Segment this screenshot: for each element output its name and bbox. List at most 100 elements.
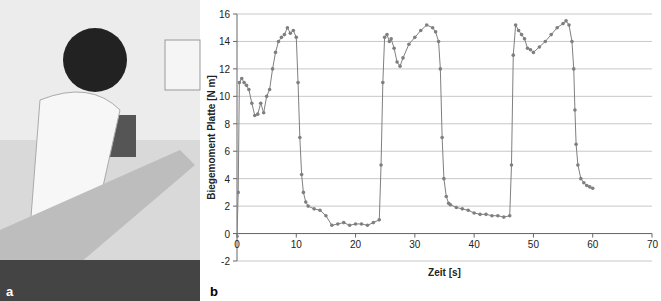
data-point — [348, 224, 352, 228]
grid-line — [237, 96, 652, 97]
data-point — [511, 53, 515, 57]
data-point — [564, 19, 568, 23]
data-point — [439, 67, 443, 71]
grid-line — [237, 151, 652, 152]
data-point — [538, 45, 542, 49]
y-tick — [233, 14, 237, 15]
data-point — [455, 206, 459, 210]
data-point — [529, 48, 533, 52]
data-point — [434, 30, 438, 34]
data-point — [256, 112, 260, 116]
data-point — [294, 36, 298, 40]
y-tick — [233, 206, 237, 207]
data-point — [401, 56, 405, 60]
data-point — [360, 222, 364, 226]
data-point — [490, 214, 494, 218]
y-tick-label: 12 — [219, 64, 231, 75]
data-point — [265, 95, 269, 99]
x-tick — [414, 234, 415, 238]
data-point — [419, 29, 423, 33]
data-point — [277, 40, 281, 44]
panel-label: a — [6, 284, 14, 299]
data-point — [532, 51, 536, 55]
data-point — [324, 214, 328, 218]
data-point — [379, 163, 383, 167]
y-tick — [233, 123, 237, 124]
y-tick — [233, 178, 237, 179]
data-point — [385, 33, 389, 37]
data-point — [304, 200, 308, 204]
data-point — [425, 23, 429, 27]
data-point — [484, 213, 488, 217]
data-point — [240, 77, 244, 81]
data-point — [510, 163, 514, 167]
data-point — [242, 81, 246, 85]
data-point — [280, 36, 284, 40]
y-tick — [233, 261, 237, 262]
data-point — [262, 111, 266, 115]
data-point — [268, 88, 272, 92]
x-axis — [237, 233, 652, 234]
data-point — [555, 26, 559, 30]
y-tick-label: 0 — [224, 229, 230, 240]
data-line — [237, 21, 593, 236]
data-point — [318, 208, 322, 212]
x-tick — [474, 234, 475, 238]
data-point — [520, 33, 524, 37]
photo-background — [0, 0, 200, 301]
y-tick — [233, 233, 237, 234]
data-point — [496, 214, 500, 218]
data-point — [572, 67, 576, 71]
data-point — [300, 173, 304, 177]
data-point — [460, 207, 464, 211]
data-point — [306, 204, 310, 208]
x-axis-title: Zeit [s] — [428, 267, 461, 278]
data-point — [437, 40, 441, 44]
data-point — [576, 163, 580, 167]
y-tick-label: 8 — [224, 119, 230, 130]
data-point — [398, 64, 402, 68]
data-point — [449, 203, 453, 207]
data-point — [250, 101, 254, 105]
data-point — [372, 221, 376, 225]
data-point — [312, 207, 316, 211]
data-point — [514, 23, 518, 27]
grid-line — [237, 14, 652, 15]
y-tick — [233, 68, 237, 69]
figure: ab-20246810121416010203040506070Zeit [s]… — [0, 0, 661, 301]
data-point — [431, 26, 435, 30]
data-point — [283, 33, 287, 37]
x-tick-label: 20 — [350, 239, 362, 250]
data-point — [508, 214, 512, 218]
data-point — [549, 33, 553, 37]
data-point — [366, 224, 370, 228]
y-tick-label: 6 — [224, 146, 230, 157]
panel-label: b — [210, 284, 218, 299]
data-point — [336, 222, 340, 226]
data-point — [413, 36, 417, 40]
y-tick — [233, 151, 237, 152]
data-point — [472, 211, 476, 215]
data-point — [377, 218, 381, 222]
data-point — [237, 235, 239, 239]
data-point — [298, 136, 302, 140]
grid-line — [237, 206, 652, 207]
data-point — [237, 191, 240, 195]
y-tick-label: 2 — [224, 201, 230, 212]
x-tick — [296, 234, 297, 238]
data-point — [442, 177, 446, 181]
data-point — [466, 208, 470, 212]
data-point — [274, 51, 278, 55]
data-point — [579, 177, 583, 181]
y-tick-label: 10 — [219, 91, 231, 102]
x-tick-label: 60 — [587, 239, 599, 250]
data-point — [573, 108, 577, 112]
data-point — [238, 81, 242, 85]
data-point — [395, 60, 399, 64]
data-point — [517, 29, 521, 33]
data-point — [570, 40, 574, 44]
grid-line — [237, 261, 652, 262]
x-tick — [592, 234, 593, 238]
x-tick-label: 10 — [291, 239, 303, 250]
data-point — [389, 37, 393, 41]
